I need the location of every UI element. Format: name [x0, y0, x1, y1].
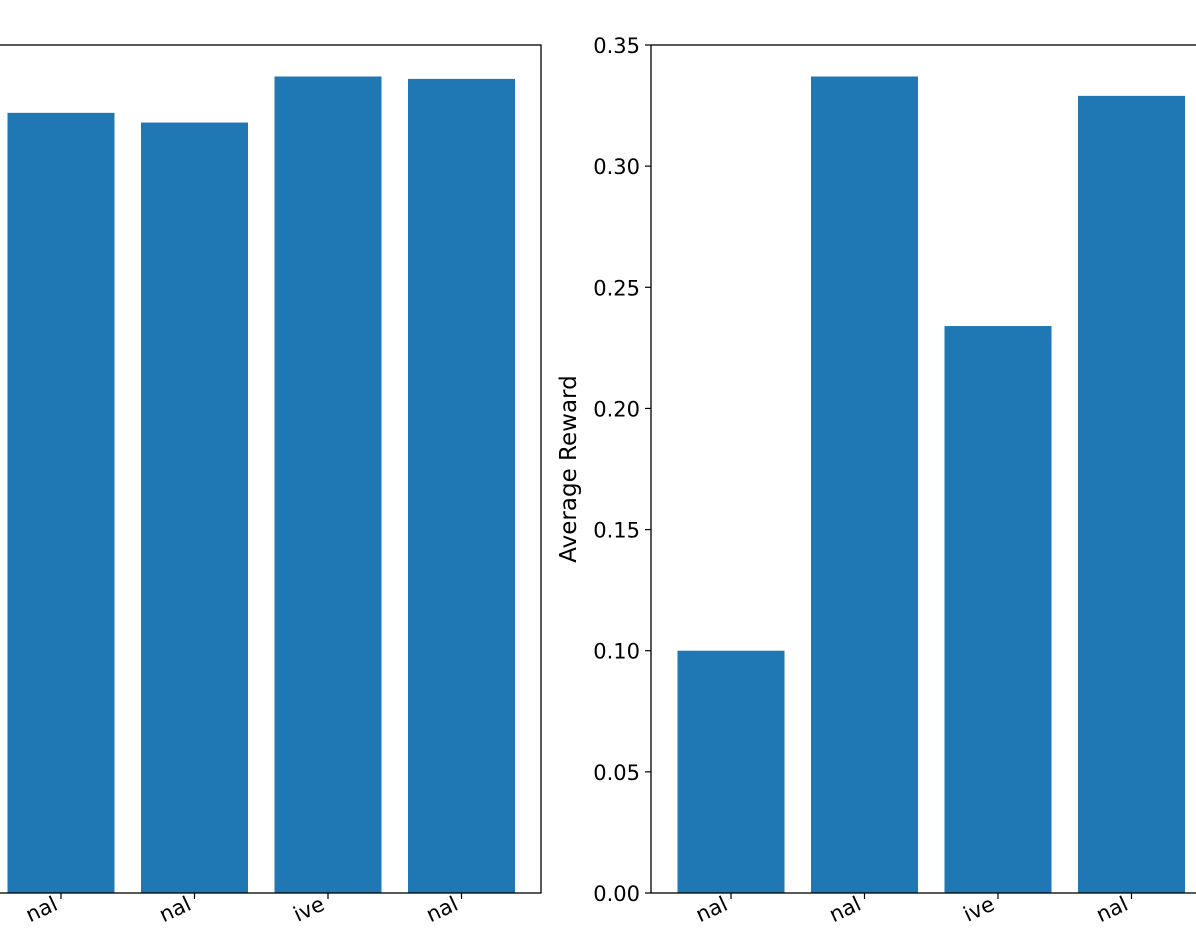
bar-3: [944, 326, 1052, 894]
y-axis-label: Average Reward: [556, 375, 582, 562]
bar-3: [274, 76, 382, 894]
x-tick-label: nal: [692, 892, 731, 927]
x-tick-label: nal: [422, 892, 461, 927]
x-tick-label: nal: [22, 892, 61, 927]
bar-4: [408, 78, 515, 894]
bar-1: [677, 650, 785, 893]
bar-4: [1078, 95, 1185, 893]
y-tick-label: 0.20: [593, 397, 640, 421]
x-tick-label: nal: [1092, 892, 1131, 927]
bar-2: [141, 122, 248, 893]
x-tick-label: ive: [290, 892, 328, 927]
bar-1: [7, 112, 115, 894]
left-bar-chart: nal nal ive nal: [0, 44, 542, 927]
x-tick-label: nal: [155, 892, 194, 927]
axes-frame: [650, 44, 1196, 894]
axes-frame: [0, 44, 542, 894]
y-tick-label: 0.30: [593, 155, 640, 179]
y-tick-label: 0.15: [593, 519, 640, 543]
bar-2: [811, 76, 918, 894]
y-tick-label: 0.05: [593, 761, 640, 785]
x-tick-label: nal: [825, 892, 864, 927]
x-tick-label: ive: [960, 892, 998, 927]
y-tick-label: 0.00: [593, 882, 640, 906]
y-tick-label: 0.35: [593, 34, 640, 58]
y-tick-label: 0.10: [593, 640, 640, 664]
right-bar-chart: nal nal ive nal 0.00 0.05 0.10 0.15 0.20 0.25 0.30…: [556, 34, 1196, 927]
y-tick-label: 0.25: [593, 276, 640, 300]
